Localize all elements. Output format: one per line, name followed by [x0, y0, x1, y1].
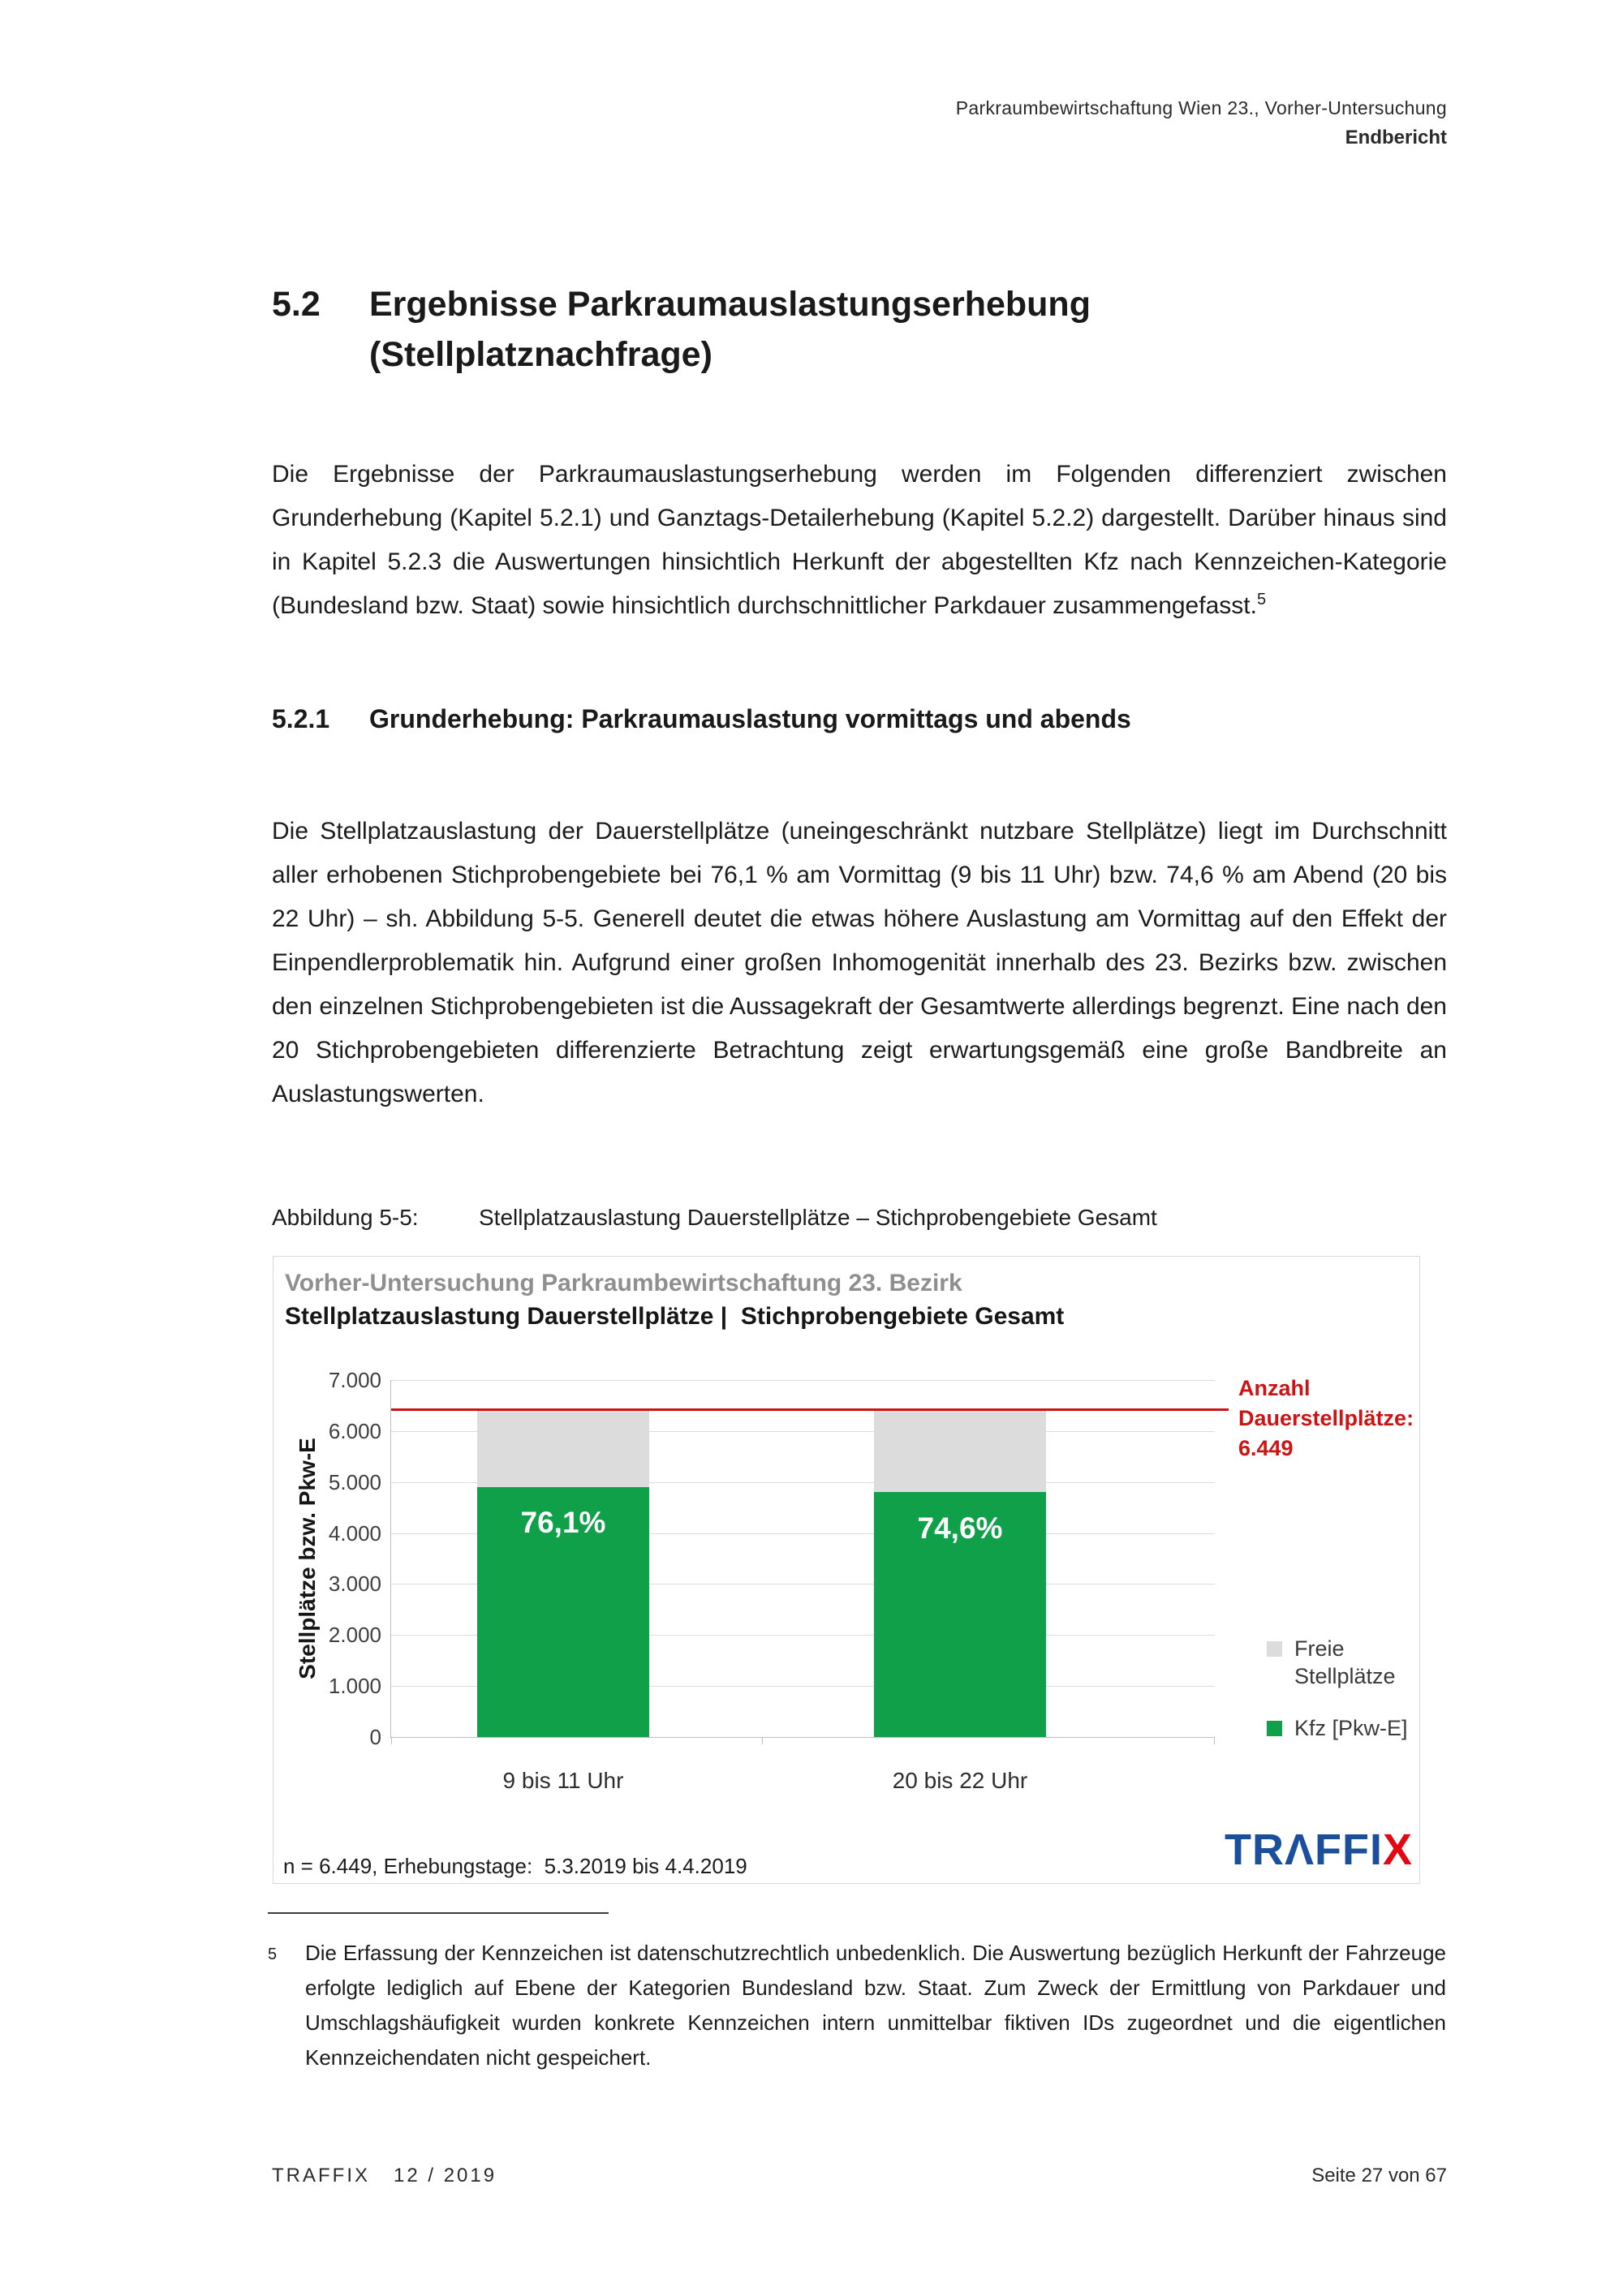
section-number: 5.2 [272, 285, 321, 324]
header-line1: Parkraumbewirtschaftung Wien 23., Vorher… [955, 97, 1447, 118]
header-line2: Endbericht [1345, 127, 1447, 148]
legend-label-free: Freie Stellplätze [1294, 1636, 1396, 1688]
page-header: Parkraumbewirtschaftung Wien 23., Vorher… [956, 97, 1447, 149]
bar-segment-kfz [477, 1486, 649, 1737]
footer-left: TRAFFIX 12 / 2019 [272, 2165, 497, 2186]
y-tick-label: 1.000 [328, 1674, 381, 1699]
footnote-text: Die Erfassung der Kennzeichen ist datens… [305, 1941, 1446, 2070]
figure-caption: Abbildung 5-5: Stellplatzauslastung Daue… [272, 1205, 1157, 1231]
y-tick-label: 5.000 [328, 1469, 381, 1494]
y-tick-label: 2.000 [328, 1623, 381, 1648]
x-axis-tick [1214, 1737, 1215, 1744]
plot-area: 7.000 6.000 5.000 4.000 3.000 2.000 1.000 0 76,1… [329, 1368, 1229, 1793]
legend-item-kfz: Kfz [Pkw-E] [1267, 1714, 1413, 1742]
footnote-reference: 5 [1256, 591, 1267, 608]
figure-caption-text: Stellplatzauslastung Dauerstellplätze – … [479, 1205, 1157, 1230]
gridline [391, 1380, 1215, 1381]
bar-value-label: 76,1% [520, 1506, 606, 1540]
y-tick-label: 0 [369, 1725, 381, 1749]
y-tick-label: 4.000 [328, 1520, 381, 1546]
bar-value-label: 74,6% [917, 1511, 1003, 1545]
footnote: 5 Die Erfassung der Kennzeichen ist date… [268, 1936, 1446, 2075]
section-title-line2: (Stellplatznachfrage) [369, 335, 712, 374]
footer-page-number: Seite 27 von 67 [1311, 2165, 1447, 2186]
y-tick-label: 3.000 [328, 1572, 381, 1597]
traffix-logo: TRΛFFIX [1225, 1825, 1413, 1875]
subsection-heading: 5.2.1 Grunderhebung: Parkraumauslastung … [272, 704, 1131, 734]
paragraph-1-text: Die Ergebnisse der Parkraumauslastungser… [272, 461, 1447, 619]
gridline [391, 1481, 1215, 1483]
chart-subtitle: Stellplatzauslastung Dauerstellplätze | … [285, 1303, 1065, 1330]
x-category-label: 20 bis 22 Uhr [892, 1768, 1028, 1793]
x-axis-tick [762, 1737, 763, 1744]
gridline [391, 1686, 1215, 1688]
bar-group-2: 74,6% [874, 1380, 1046, 1737]
bar-segment-free [477, 1408, 649, 1487]
page-footer: TRAFFIX 12 / 2019 Seite 27 von 67 [272, 2165, 1447, 2187]
subsection-title: Grunderhebung: Parkraumauslastung vormit… [369, 704, 1131, 733]
paragraph-1: Die Ergebnisse der Parkraumauslastungser… [272, 453, 1447, 628]
bar-group-1: 76,1% [477, 1380, 649, 1737]
annotation-line3: 6.449 [1238, 1436, 1294, 1460]
chart-legend: Freie Stellplätze Kfz [Pkw-E] [1267, 1635, 1413, 1766]
footnote-separator [268, 1912, 609, 1914]
footnote-marker: 5 [268, 1946, 278, 1963]
subsection-number: 5.2.1 [272, 704, 330, 733]
reference-annotation: Anzahl Dauerstellplätze: 6.449 [1238, 1374, 1414, 1464]
section-title-line1: Ergebnisse Parkraumauslastungserhebung [369, 285, 1091, 324]
gridline [391, 1635, 1215, 1636]
x-axis-tick [391, 1737, 392, 1744]
legend-swatch-gray-icon [1267, 1641, 1282, 1657]
figure-chart: Vorher-Untersuchung Parkraumbewirtschaft… [273, 1256, 1420, 1884]
y-tick-label: 7.000 [328, 1368, 381, 1392]
gridline [391, 1430, 1215, 1432]
traffix-logo-blue-text: TRΛFFI [1224, 1825, 1383, 1874]
legend-label-kfz: Kfz [Pkw-E] [1294, 1716, 1408, 1740]
section-title: Ergebnisse Parkraumauslastungserhebung (… [369, 279, 1091, 380]
legend-swatch-green-icon [1267, 1721, 1282, 1736]
annotation-line1: Anzahl [1238, 1376, 1311, 1400]
chart-title: Vorher-Untersuchung Parkraumbewirtschaft… [285, 1270, 962, 1296]
traffix-logo-red-text: X [1382, 1825, 1413, 1874]
y-tick-label: 6.000 [328, 1418, 381, 1443]
gridline [391, 1533, 1215, 1534]
paragraph-2: Die Stellplatzauslastung der Dauerstellp… [272, 818, 1447, 1107]
figure-caption-label: Abbildung 5-5: [272, 1205, 419, 1230]
legend-item-free: Freie Stellplätze [1267, 1635, 1413, 1690]
section-heading: 5.2 Ergebnisse Parkraumauslastungserhebu… [272, 279, 1091, 380]
chart-note: n = 6.449, Erhebungstage: 5.3.2019 bis 4… [283, 1854, 747, 1878]
bar-segment-kfz [874, 1491, 1046, 1737]
reference-line [391, 1408, 1229, 1411]
annotation-line2: Dauerstellplätze: [1238, 1406, 1414, 1430]
x-category-label: 9 bis 11 Uhr [502, 1768, 624, 1793]
bar-segment-free [874, 1408, 1046, 1492]
